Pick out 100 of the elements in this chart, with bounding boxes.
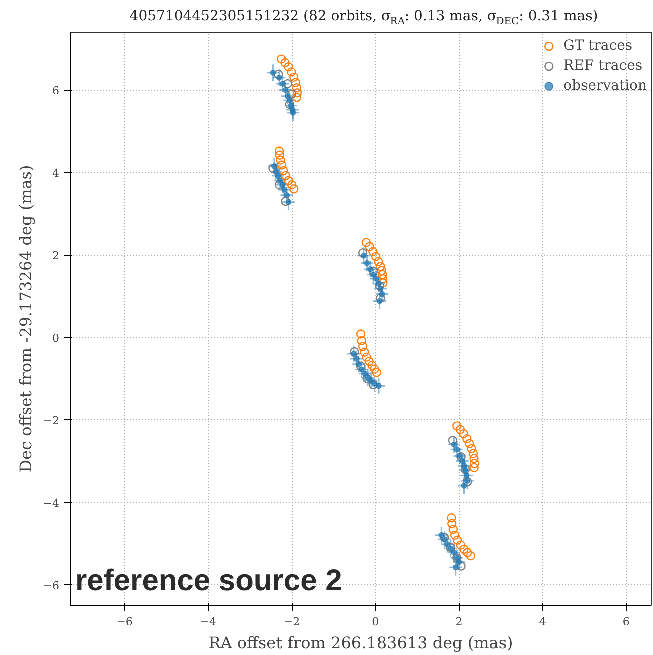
- point: [464, 478, 471, 484]
- point: [368, 247, 378, 256]
- point: [362, 238, 372, 248]
- legend-label: REF traces: [564, 58, 643, 74]
- point: [448, 525, 458, 534]
- point: [462, 477, 472, 486]
- point: [280, 58, 290, 68]
- point: [467, 444, 476, 454]
- point: [270, 70, 276, 76]
- point: [378, 278, 388, 288]
- y-axis-title: Dec offset from -29.173264 deg (mas): [16, 165, 36, 473]
- point: [368, 360, 377, 370]
- point: [274, 70, 284, 80]
- point: [456, 562, 466, 571]
- point: [287, 90, 297, 99]
- point: [275, 172, 282, 179]
- point: [470, 454, 479, 464]
- point: [452, 422, 462, 431]
- point: [284, 192, 290, 198]
- y-tick-label: 6: [52, 84, 60, 98]
- y-tick-label: 2: [52, 250, 60, 263]
- point: [287, 67, 296, 77]
- point: [378, 274, 388, 284]
- point: [462, 434, 472, 444]
- point: [362, 374, 372, 384]
- point: [360, 348, 370, 357]
- point: [448, 436, 458, 446]
- point: [350, 347, 360, 357]
- point: [466, 551, 476, 561]
- y-tick-label: −2: [43, 414, 60, 428]
- point: [456, 452, 466, 462]
- x-tick-label: 0: [372, 616, 380, 628]
- point: [456, 540, 466, 550]
- point: [448, 519, 457, 528]
- point: [373, 276, 380, 282]
- point: [460, 458, 466, 464]
- point: [354, 356, 360, 362]
- point: [356, 362, 366, 371]
- point: [284, 62, 294, 72]
- point: [358, 366, 365, 373]
- y-tick-label: 0: [52, 332, 60, 346]
- point: [375, 281, 384, 291]
- point: [454, 446, 460, 453]
- point: [284, 176, 294, 186]
- point: [450, 530, 460, 540]
- x-tick-label: −6: [116, 616, 133, 628]
- point: [376, 298, 383, 304]
- y-tick-label: −6: [43, 579, 60, 592]
- point: [372, 368, 382, 378]
- point: [459, 429, 468, 439]
- point: [451, 442, 458, 448]
- point: [287, 180, 297, 190]
- point: [456, 559, 462, 566]
- point: [379, 291, 386, 298]
- legend-label: observation: [564, 78, 647, 94]
- annotation: reference source 2: [76, 564, 342, 598]
- point: [448, 546, 454, 552]
- point: [457, 453, 464, 460]
- point: [292, 93, 302, 102]
- point: [376, 294, 386, 303]
- point: [277, 160, 287, 170]
- point: [358, 342, 368, 352]
- x-tick-label: −2: [284, 616, 300, 628]
- point: [374, 257, 384, 266]
- point: [470, 459, 480, 468]
- point: [358, 248, 368, 258]
- point: [452, 536, 462, 545]
- point: [376, 383, 382, 390]
- point: [470, 463, 479, 472]
- point: [362, 352, 372, 362]
- point: [357, 336, 366, 346]
- point: [465, 439, 474, 448]
- point: [378, 270, 388, 280]
- x-tick-label: −4: [200, 616, 217, 628]
- point: [286, 98, 293, 104]
- point: [365, 242, 374, 252]
- point: [378, 286, 384, 292]
- point: [279, 166, 288, 176]
- point: [451, 550, 458, 556]
- point: [364, 356, 374, 366]
- point: [452, 564, 459, 571]
- point: [282, 87, 289, 94]
- point: [290, 72, 299, 82]
- point: [292, 84, 302, 93]
- point: [268, 164, 278, 174]
- point: [371, 252, 381, 262]
- x-tick-label: 2: [456, 616, 463, 628]
- point: [468, 449, 478, 458]
- point: [292, 88, 302, 98]
- point: [275, 150, 285, 160]
- legend-label: GT traces: [564, 38, 633, 54]
- point: [376, 280, 382, 287]
- point: [364, 260, 370, 266]
- point: [277, 178, 284, 184]
- point: [368, 266, 374, 273]
- point: [376, 262, 386, 272]
- point: [377, 266, 386, 276]
- point: [280, 81, 286, 88]
- x-tick-label: 4: [539, 616, 546, 628]
- point: [281, 171, 290, 181]
